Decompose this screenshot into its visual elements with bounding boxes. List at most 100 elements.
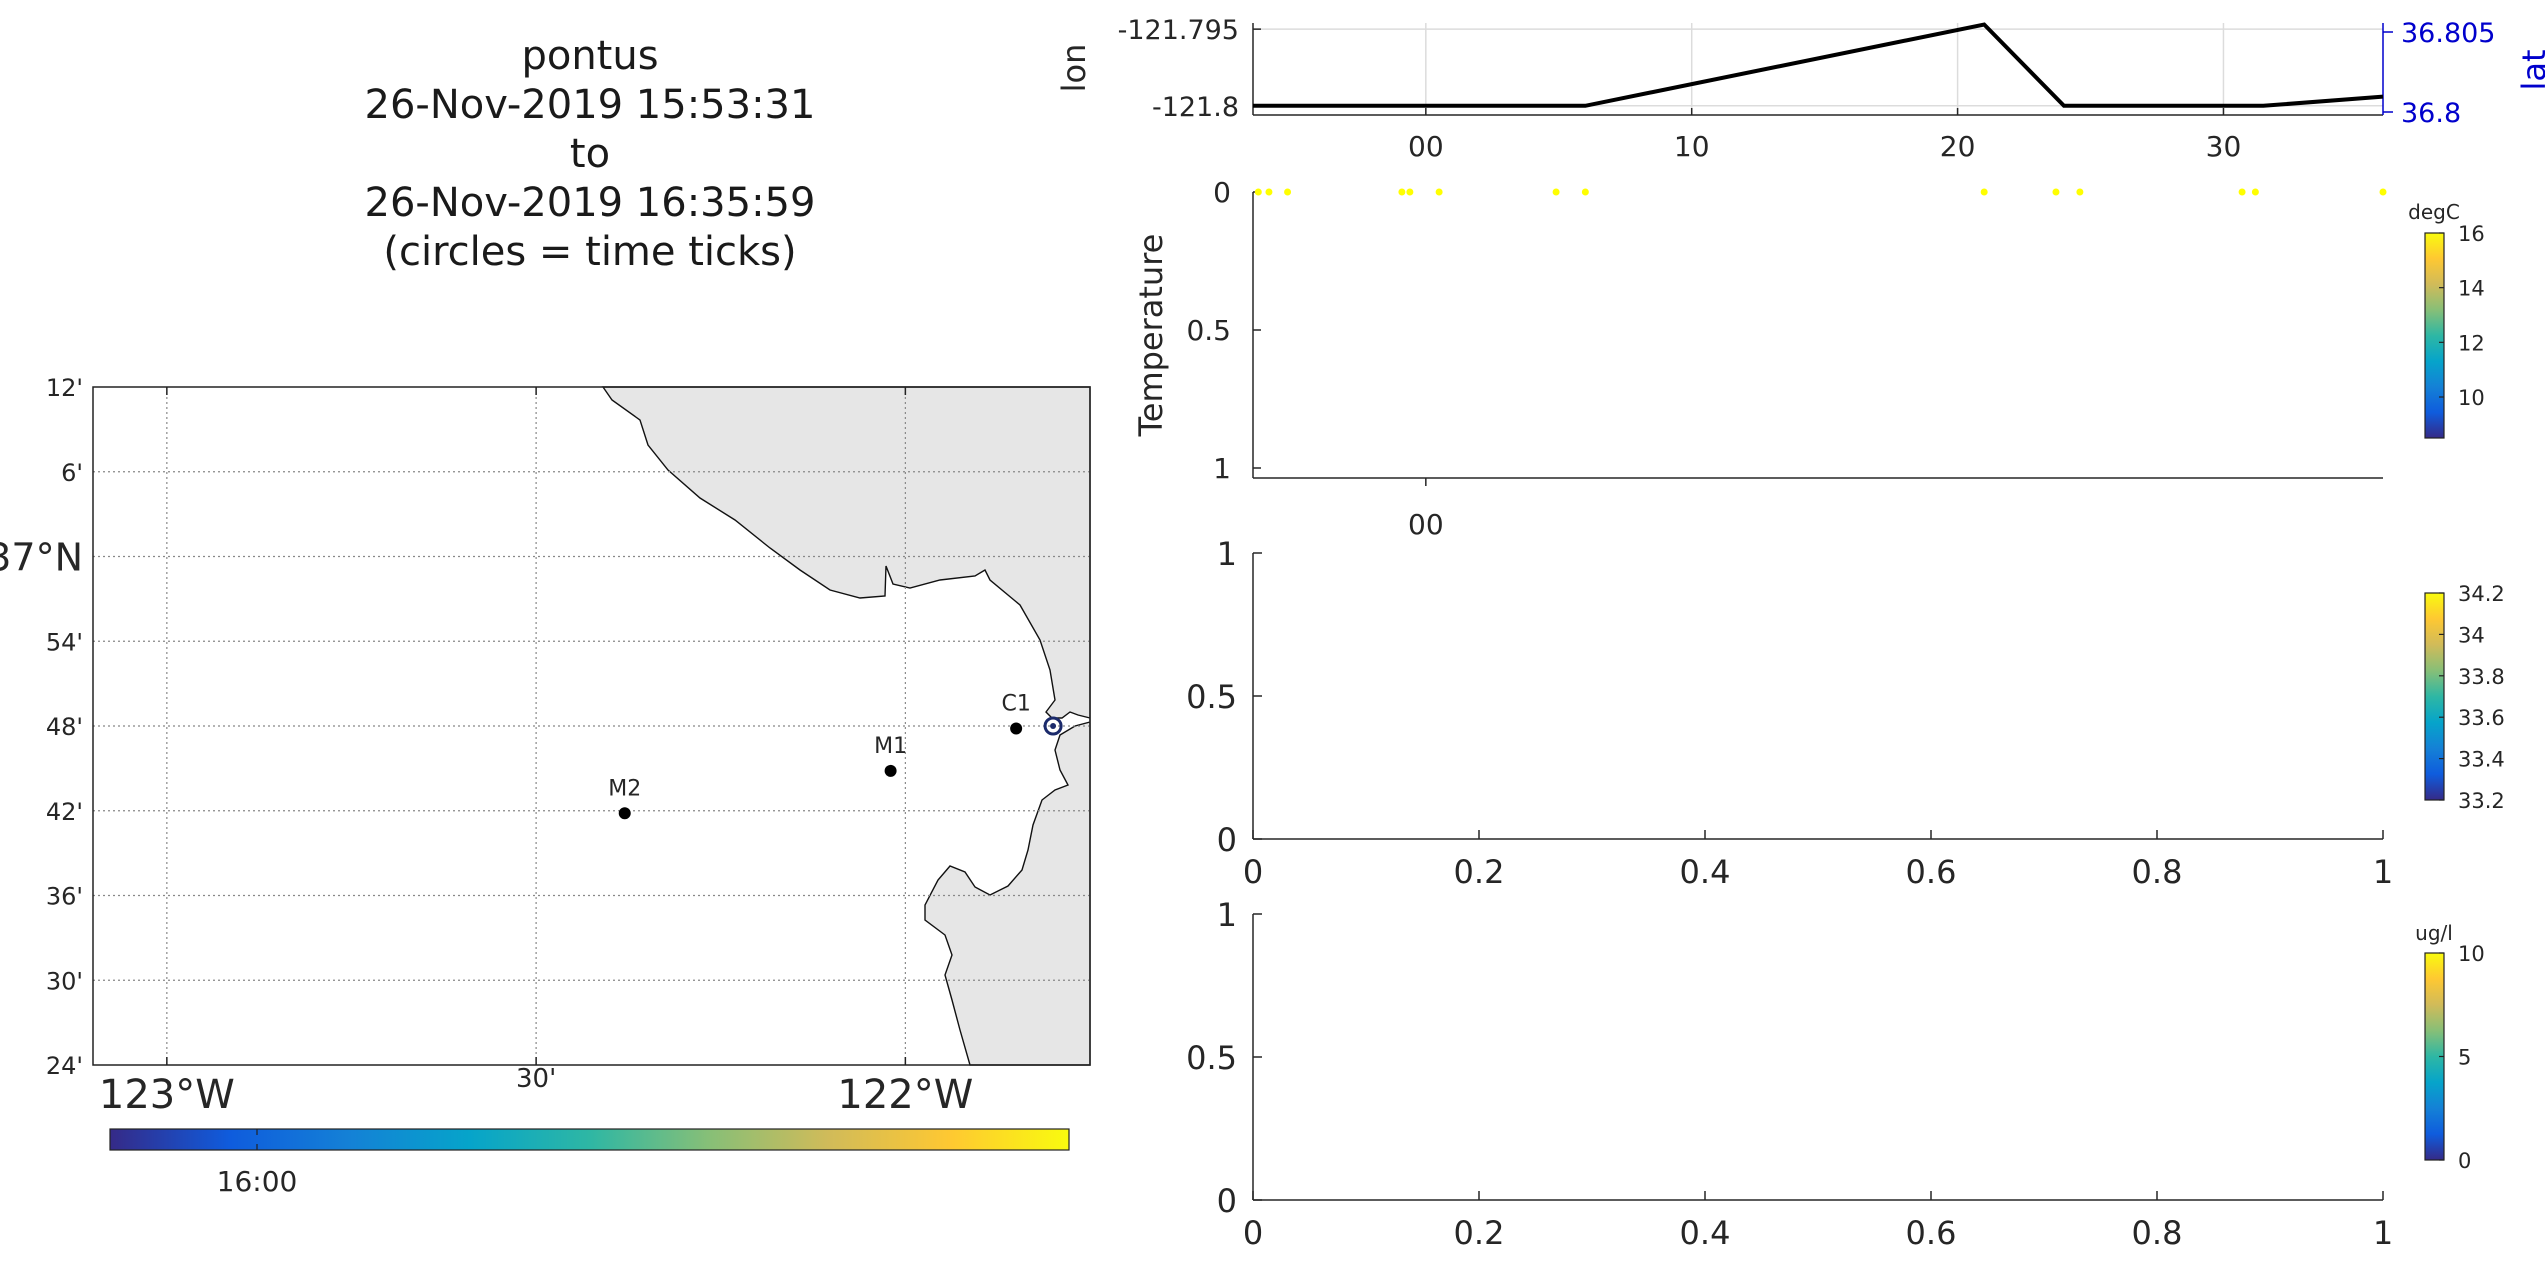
salinity-colorbar-tick-label: 34: [2458, 623, 2485, 647]
lat-axis-label: lat: [2515, 49, 2545, 90]
station-label: M1: [874, 734, 907, 759]
map-y-tick-label: 12': [46, 374, 83, 402]
salinity-y-tick-label: 0.5: [1186, 678, 1237, 716]
chlorophyll-x-tick-label: 1: [2373, 1214, 2393, 1252]
temperature-point: [2052, 188, 2060, 196]
chlorophyll-x-tick-label: 0.2: [1454, 1214, 1505, 1252]
vehicle-position-marker: [1043, 716, 1063, 736]
temperature-point: [1254, 188, 1262, 196]
map-y-tick-label: 6': [61, 459, 83, 487]
salinity-colorbar-tick-label: 34.2: [2458, 582, 2505, 606]
title-line: (circles = time ticks): [383, 229, 797, 275]
map-frame: [92, 386, 1091, 1066]
lat-tick-label: 36.8: [2401, 98, 2461, 129]
title-line: pontus: [521, 33, 659, 79]
chlorophyll-x-tick-label: 0.8: [2132, 1214, 2183, 1252]
temperature-point: [2238, 188, 2246, 196]
chlorophyll-y-tick-label: 0: [1217, 1182, 1237, 1220]
temperature-point: [1398, 188, 1406, 196]
chlorophyll-x-tick-label: 0: [1243, 1214, 1263, 1252]
map-y-tick-label: 37°N: [0, 536, 83, 580]
salinity-x-tick-label: 0.6: [1906, 853, 1957, 891]
station-marker: [1010, 722, 1023, 735]
chlorophyll-x-tick-label: 0.6: [1906, 1214, 1957, 1252]
salinity-x-tick-label: 0.8: [2132, 853, 2183, 891]
time-colorbar-tick-label: 16:00: [217, 1165, 298, 1198]
salinity-y-tick-label: 0: [1217, 821, 1237, 859]
figure-title: pontus 26-Nov-2019 15:53:31 to 26-Nov-20…: [290, 32, 890, 277]
temperature-point: [1265, 188, 1273, 196]
temperature-colorbar-tick-label: 16: [2458, 222, 2485, 246]
lon-tick-label: -121.795: [1118, 15, 1239, 46]
temperature-point: [1581, 188, 1589, 196]
map-y-tick-label: 24': [46, 1052, 83, 1080]
temp-y-tick-label: 0.5: [1186, 314, 1231, 347]
map-x-tick-label: 123°W: [99, 1072, 235, 1118]
temperature-point: [2379, 188, 2387, 196]
temperature-colorbar-tick-label: 12: [2458, 331, 2485, 355]
salinity-x-tick-label: 1: [2373, 853, 2393, 891]
chlorophyll-colorbar-unit: ug/l: [2415, 921, 2453, 945]
chlorophyll-y-tick-label: 1: [1217, 896, 1237, 934]
salinity-colorbar-tick-label: 33.4: [2458, 748, 2505, 772]
station-marker: [884, 764, 897, 777]
lonlat-x-tick-label: 00: [1408, 130, 1444, 163]
temperature-colorbar: [2424, 232, 2445, 439]
temperature-point: [1284, 188, 1292, 196]
temperature-point: [1552, 188, 1560, 196]
station-marker: [618, 807, 631, 820]
temp-y-tick-label: 0: [1213, 176, 1231, 209]
lon-tick-label: -121.8: [1152, 92, 1239, 123]
time-colorbar: [109, 1128, 1070, 1151]
salinity-colorbar-tick-label: 33.6: [2458, 706, 2505, 730]
temperature-point: [1406, 188, 1414, 196]
title-line: to: [569, 131, 611, 177]
chlorophyll-y-tick-label: 0.5: [1186, 1039, 1237, 1077]
map-y-tick-label: 36': [46, 883, 83, 911]
map-y-tick-label: 48': [46, 713, 83, 741]
map-x-tick-label: 122°W: [837, 1072, 973, 1118]
salinity-y-tick-label: 1: [1217, 535, 1237, 573]
salinity-x-tick-label: 0.4: [1680, 853, 1731, 891]
lonlat-x-tick-label: 30: [2206, 130, 2242, 163]
salinity-panel: 0 0.5 1 0 0.2 0.4 0.6 0.8 1 34.2 34 33.8 33.6 33.4 33.…: [1186, 535, 2505, 891]
lon-axis-label: lon: [1055, 44, 1093, 93]
salinity-colorbar-tick-label: 33.2: [2458, 789, 2505, 813]
station-label: M2: [608, 776, 641, 801]
lonlat-x-tick-label: 20: [1940, 130, 1976, 163]
vehicle-position-dot: [1050, 723, 1057, 729]
map-panel: 123°W 30' 122°W 12' 6' 37°N 54' 48' 42' 36' 30' 24'…: [0, 374, 1091, 1198]
temperature-point: [2076, 188, 2084, 196]
lon-lat-panel: -121.795 -121.8 36.805 36.8 00 10 20 30 lon lat: [1055, 15, 2545, 163]
chlorophyll-colorbar-tick-label: 5: [2458, 1046, 2471, 1070]
temp-x-tick-label: 00: [1408, 508, 1444, 541]
salinity-colorbar-tick-label: 33.8: [2458, 665, 2505, 689]
temperature-point: [1435, 188, 1443, 196]
map-y-tick-label: 42': [46, 798, 83, 826]
temperature-colorbar-tick-label: 10: [2458, 386, 2485, 410]
temp-y-tick-label: 1: [1213, 452, 1231, 485]
salinity-x-tick-label: 0: [1243, 853, 1263, 891]
chlorophyll-colorbar-tick-label: 0: [2458, 1149, 2471, 1173]
title-line: 26-Nov-2019 15:53:31: [364, 82, 816, 128]
lonlat-x-tick-label: 10: [1674, 130, 1710, 163]
temperature-colorbar-tick-label: 14: [2458, 277, 2485, 301]
map-y-tick-label: 54': [46, 628, 83, 656]
temperature-axis-label: Temperature: [1132, 234, 1170, 438]
temperature-point: [1980, 188, 1988, 196]
chlorophyll-x-tick-label: 0.4: [1680, 1214, 1731, 1252]
station-label: C1: [1001, 692, 1030, 717]
lat-tick-label: 36.805: [2401, 18, 2495, 49]
chlorophyll-colorbar-tick-label: 10: [2458, 942, 2485, 966]
map-y-tick-label: 30': [46, 967, 83, 995]
salinity-x-tick-label: 0.2: [1454, 853, 1505, 891]
lon-series-line: [1253, 22, 2384, 108]
temperature-colorbar-unit: degC: [2408, 200, 2460, 224]
salinity-colorbar: [2424, 592, 2445, 801]
temperature-point: [2251, 188, 2259, 196]
title-line: 26-Nov-2019 16:35:59: [364, 180, 816, 226]
map-x-tick-label: 30': [516, 1064, 556, 1094]
